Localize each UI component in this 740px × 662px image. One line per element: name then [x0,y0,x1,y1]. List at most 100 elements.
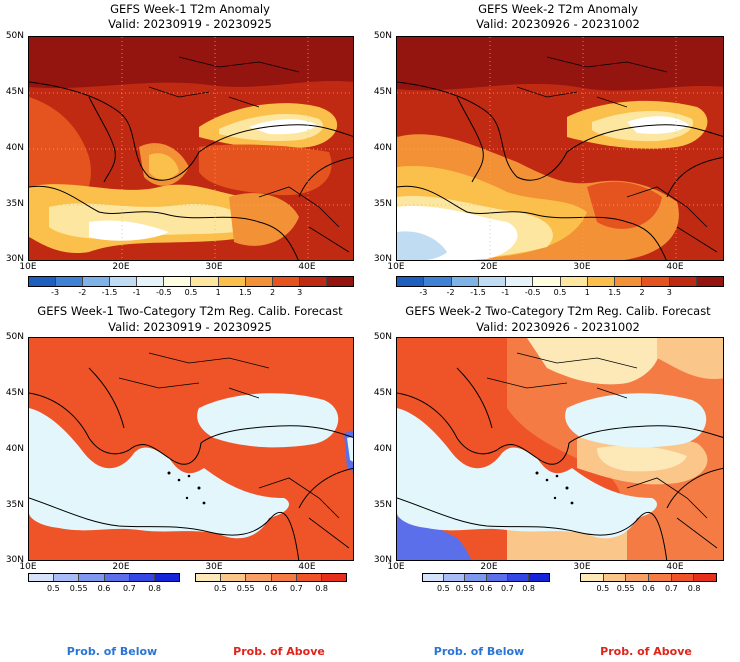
lon-label: 20E [112,562,130,572]
colorbar-swatch [110,277,138,286]
colorbar-swatch [245,277,273,286]
panel-valid-dates: Valid: 20230919 - 20230925 [108,17,272,31]
panel-title: GEFS Week-1 Two-Category T2m Reg. Calib.… [37,304,343,318]
colorbar-swatch [154,574,180,581]
colorbar-swatch [533,277,561,286]
colorbar-swatch [129,574,155,581]
prob-below-legend-label: Prob. of Below [66,645,158,658]
colorbar-tick-label: 0.8 [315,584,329,593]
colorbar-tick-label: -2 [78,288,87,297]
colorbar-swatch [587,277,615,286]
colorbar-tick-label: 2 [269,288,276,297]
colorbar-swatch [83,277,111,286]
colorbar-tick-label: 0.7 [500,584,514,593]
colorbar-tick-label: 0.55 [616,584,635,593]
panel-title: GEFS Week-1 T2m Anomaly [110,2,270,16]
colorbar-tick-label: -3 [51,288,60,297]
lon-label: 30E [573,262,591,272]
anomaly-colorbar [28,276,354,287]
colorbar-swatch [29,277,57,286]
colorbar-swatch [137,277,165,286]
colorbar-swatch [615,277,643,286]
colorbar-tick-label: 0.55 [455,584,474,593]
colorbar-swatch [694,574,717,581]
colorbar-swatch [196,574,222,581]
colorbar-tick-label: 3 [666,288,672,297]
colorbar-swatch [507,574,529,581]
lat-label: 30N [373,555,392,565]
colorbar-swatch [626,574,650,581]
colorbar-tick-label: 0.6 [264,584,278,593]
colorbar-tick-label: 1.5 [238,288,252,297]
colorbar-tick-label: -1.5 [470,288,486,297]
panel-valid-dates: Valid: 20230919 - 20230925 [108,320,272,334]
colorbar-swatch [642,277,670,286]
colorbar-swatch [54,574,80,581]
lat-label: 35N [373,199,392,209]
lon-label: 30E [205,562,223,572]
lat-label: 45N [5,87,24,97]
lat-label: 50N [373,31,392,41]
colorbar-swatch [451,277,479,286]
colorbar-tick-label: 0.8 [522,584,536,593]
colorbar-tick-label: -1.5 [101,288,118,297]
lat-label: 50N [5,332,24,342]
lon-label: 20E [480,262,498,272]
lat-label: 40N [373,143,392,153]
colorbar-tick-label: -1 [501,288,510,297]
probability-map-week1 [28,337,354,561]
panel-title: GEFS Week-2 T2m Anomaly [478,2,638,16]
panel-title: GEFS Week-2 Two-Category T2m Reg. Calib.… [405,304,711,318]
probability-map-week2 [396,337,724,561]
colorbar-swatch [465,574,487,581]
colorbar-swatch [299,277,327,286]
colorbar-swatch [486,574,508,581]
lon-label: 10E [19,262,37,272]
prob-above-colorbar [195,573,347,582]
colorbar-tick-label: 1 [215,288,221,297]
lon-label: 40E [666,262,684,272]
prob-below-colorbar [28,573,180,582]
colorbar-swatch [581,574,604,581]
colorbar-swatch [326,277,353,286]
colorbar-swatch [321,574,347,581]
lat-label: 30N [5,555,24,565]
anomaly-colorbar [396,276,724,287]
colorbar-swatch [104,574,130,581]
colorbar-tick-label: 0.55 [69,584,88,593]
colorbar-swatch [56,277,84,286]
colorbar-swatch [649,574,672,581]
colorbar-swatch [528,574,550,581]
colorbar-swatch [423,574,445,581]
colorbar-swatch [191,277,219,286]
colorbar-tick-label: 0.6 [642,584,655,593]
colorbar-tick-label: 0.8 [687,584,701,593]
lat-label: 45N [5,388,24,398]
colorbar-swatch [79,574,105,581]
lat-label: 45N [373,87,392,97]
colorbar-tick-label: 0.5 [436,584,450,593]
colorbar-tick-label: 0.7 [664,584,678,593]
colorbar-tick-label: 3 [297,288,303,297]
lon-label: 20E [112,262,130,272]
lon-label: 30E [205,262,223,272]
lon-label: 10E [387,562,405,572]
lat-label: 45N [373,388,392,398]
colorbar-tick-label: 0.7 [289,584,303,593]
colorbar-swatch [164,277,192,286]
lat-label: 35N [373,500,392,510]
colorbar-swatch [246,574,272,581]
lat-label: 40N [373,444,392,454]
colorbar-swatch [506,277,534,286]
lat-label: 30N [5,254,24,264]
colorbar-swatch [272,277,300,286]
colorbar-tick-label: -0.5 [156,288,172,297]
colorbar-swatch [271,574,297,581]
prob-below-colorbar [422,573,550,582]
panel-valid-dates: Valid: 20230926 - 20231002 [476,320,640,334]
lon-label: 10E [387,262,405,272]
colorbar-swatch [218,277,246,286]
colorbar-tick-label: 0.55 [236,584,255,593]
colorbar-swatch [671,574,695,581]
lat-label: 40N [5,143,24,153]
